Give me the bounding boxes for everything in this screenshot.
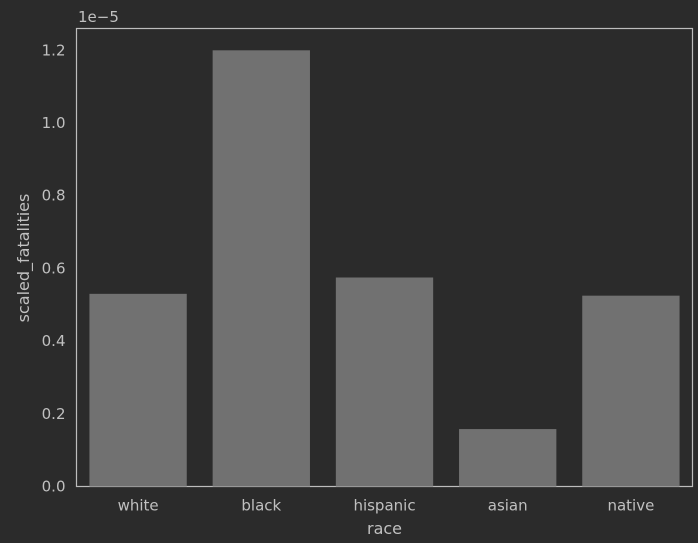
bar-hispanic <box>335 277 434 487</box>
bar-asian <box>459 429 557 487</box>
bar-native <box>582 295 680 487</box>
x-tick-label-white: white <box>118 497 159 515</box>
y-tick-label: 1.2 <box>42 41 66 59</box>
x-axis-label: race <box>367 519 402 538</box>
bar-black <box>212 50 310 487</box>
y-tick-label: 0.6 <box>42 259 66 277</box>
y-axis-ticks: 0.0 0.2 0.4 0.6 0.8 1.0 1.2 <box>42 41 66 495</box>
y-tick-label: 0.8 <box>42 187 66 205</box>
y-axis-multiplier: 1e−5 <box>78 8 119 26</box>
bar-white <box>89 293 187 487</box>
y-tick-label: 0.0 <box>42 478 66 496</box>
x-tick-label-black: black <box>241 497 281 515</box>
x-tick-label-native: native <box>607 497 654 515</box>
bars-group <box>89 50 680 487</box>
x-tick-label-hispanic: hispanic <box>353 497 415 515</box>
y-tick-label: 1.0 <box>42 114 66 132</box>
x-axis-ticks: white black hispanic asian native <box>118 497 655 515</box>
x-tick-label-asian: asian <box>488 497 528 515</box>
y-tick-label: 0.2 <box>42 405 66 423</box>
y-tick-label: 0.4 <box>42 332 66 350</box>
y-axis-label: scaled_fatalities <box>14 194 34 323</box>
